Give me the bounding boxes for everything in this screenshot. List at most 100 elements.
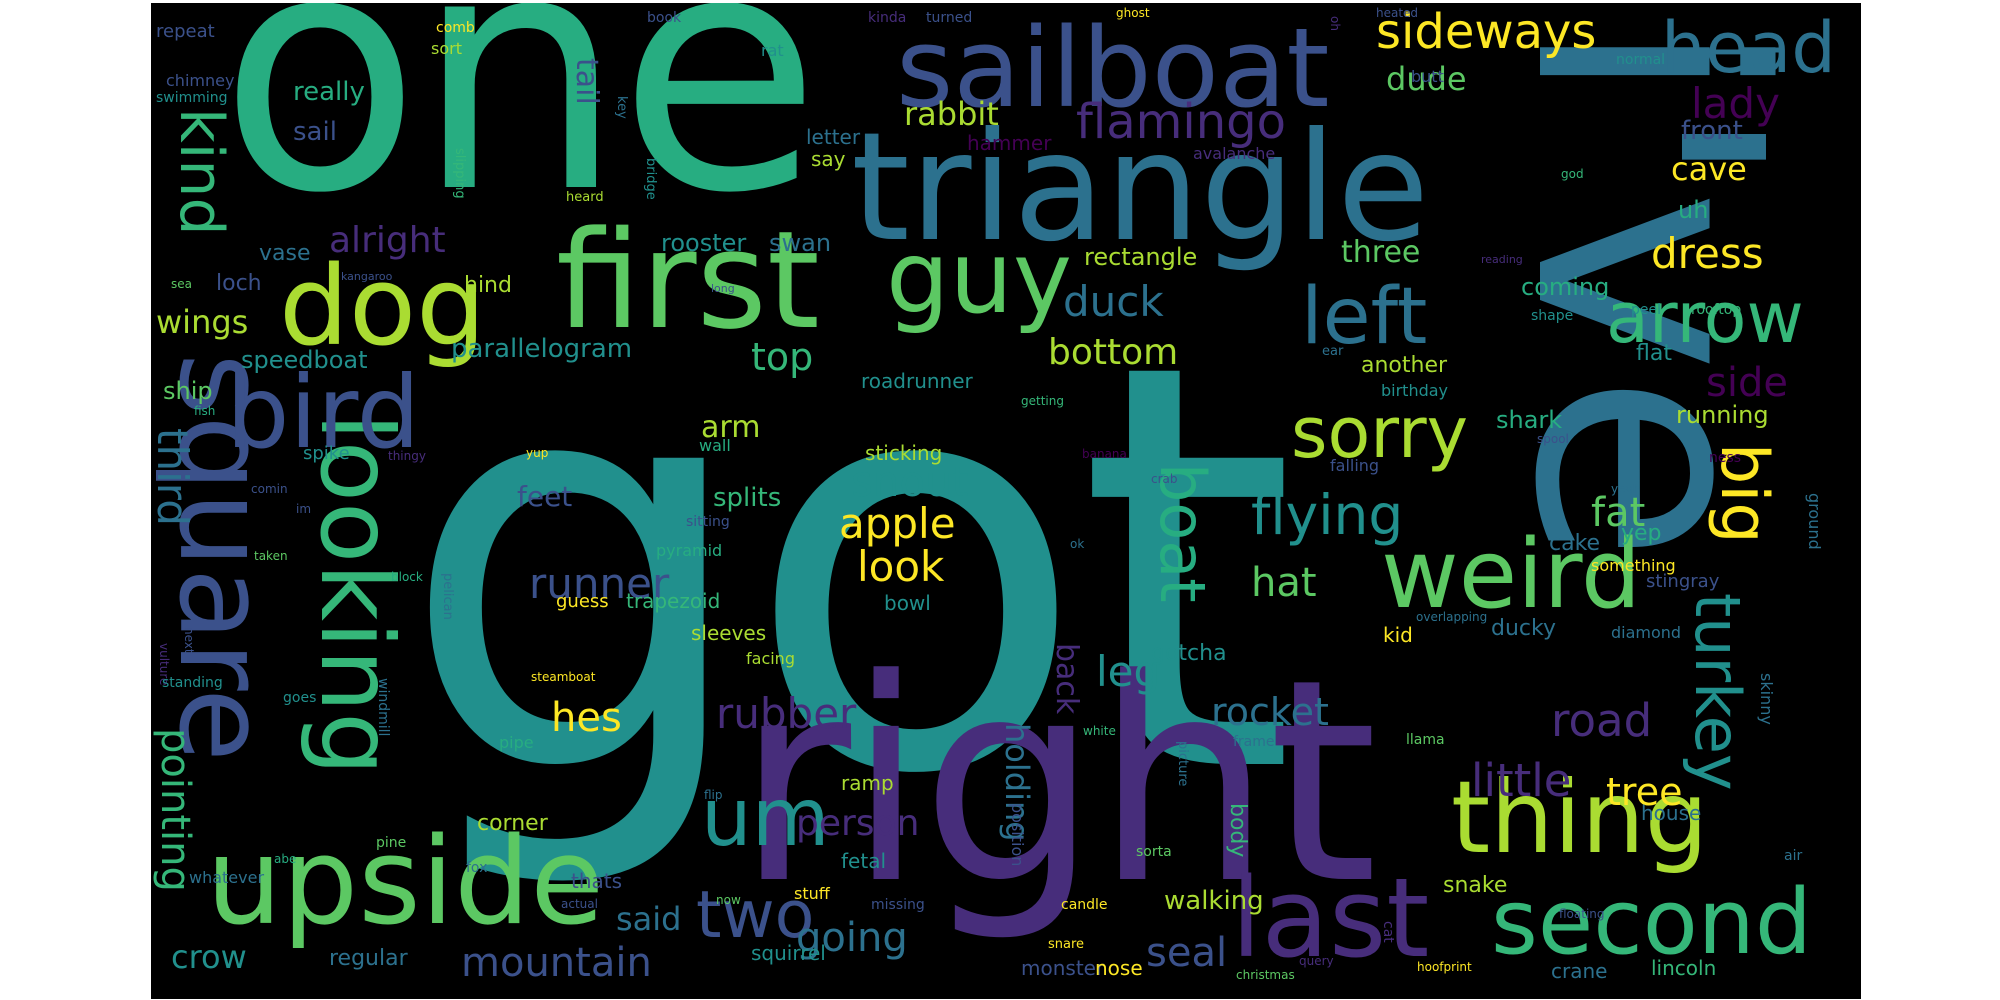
word-side: side (1706, 360, 1788, 406)
word-snare: snare (1048, 937, 1085, 952)
word-frame: frame (1233, 734, 1275, 750)
word-little: little (1471, 754, 1572, 807)
word-swan: swan (769, 229, 832, 257)
word-stingray: stingray (1646, 571, 1720, 592)
word-rooster: rooster (661, 229, 747, 257)
word-windmill: windmill (375, 678, 391, 737)
word-white: white (1083, 724, 1116, 738)
word-sort: sort (431, 39, 462, 58)
word-missing: missing (871, 897, 925, 913)
word-leg: leg (1096, 647, 1161, 696)
word-ness: ness (1709, 450, 1742, 466)
word-tree: tree (1606, 770, 1683, 814)
word-bird: bird (226, 354, 421, 471)
word-ok: ok (1070, 537, 1085, 551)
word-alright: alright (329, 220, 446, 261)
word-key: key (614, 96, 629, 119)
word-something: something (1591, 556, 1676, 575)
word-standing: standing (162, 675, 223, 691)
word-avalanche: avalanche (1193, 144, 1276, 163)
word-flat: flat (1636, 341, 1672, 366)
word-right: right (736, 620, 1378, 946)
word-kangaroo: kangaroo (341, 270, 393, 283)
word-position: position (1008, 803, 1027, 867)
word-query: query (1299, 954, 1334, 968)
word-getting: getting (1021, 394, 1064, 408)
word-triangle: triangle (851, 101, 1430, 275)
word-house: house (1641, 801, 1702, 825)
word-guess: guess (556, 591, 609, 612)
word-birthday: birthday (1381, 381, 1449, 400)
word-next: next (182, 627, 196, 654)
word-pipe: pipe (499, 733, 534, 752)
word-llama: llama (1406, 732, 1445, 748)
word-lincoln: lincoln (1651, 956, 1717, 980)
word-speedboat: speedboat (241, 346, 368, 374)
word-sorta: sorta (1136, 844, 1172, 860)
word-sitting: sitting (686, 514, 730, 530)
word-splits: splits (713, 483, 782, 513)
word-rat: rat (761, 41, 784, 60)
word-sticking: sticking (865, 441, 943, 465)
word-really: really (293, 77, 365, 107)
word-arm: arm (701, 410, 761, 445)
word-sorry: sorry (1291, 392, 1469, 474)
word-repeat: repeat (156, 21, 215, 42)
word-ship: ship (163, 377, 213, 405)
word-loch: loch (216, 271, 262, 296)
word-bottom: bottom (1048, 332, 1179, 373)
word-upside: upside (206, 813, 605, 952)
word-falling: falling (1330, 456, 1380, 475)
word-front: front (1681, 116, 1743, 146)
word-squirrel: squirrel (751, 941, 826, 965)
word-goes: goes (283, 690, 317, 706)
word-flip: flip (704, 788, 723, 802)
word-slipping: slipping (452, 148, 467, 199)
word-bridge: bridge (643, 158, 658, 200)
word-back: back (1049, 643, 1084, 715)
word-dog: dog (279, 242, 486, 370)
word-ramp: ramp (841, 771, 894, 795)
word-rooftop: rooftop (1691, 302, 1742, 318)
word-turkey: turkey (1681, 593, 1754, 791)
word-rubber: rubber (716, 689, 857, 738)
word-bowl: bowl (884, 591, 931, 615)
word-skinny: skinny (1757, 673, 1776, 725)
word-yeah: yeah (1611, 482, 1641, 496)
word-spike: spike (303, 443, 350, 464)
word-christmas: christmas (1236, 968, 1295, 982)
word-sailboat: sailboat (896, 4, 1330, 132)
word-runner: runner (529, 559, 670, 608)
word-turned: turned (926, 10, 973, 26)
word-crane: crane (1551, 959, 1608, 983)
word-two: two (696, 878, 815, 953)
word-pyramid: pyramid (656, 541, 723, 560)
word-swimming: swimming (156, 90, 228, 106)
word-banana: banana (1082, 447, 1127, 461)
word-left: left (1301, 272, 1428, 362)
word-say: say (811, 147, 846, 171)
word-cave: cave (1671, 150, 1747, 188)
word-floating: floating (1559, 907, 1605, 921)
word-um: um (701, 771, 830, 864)
word-crab: crab (1151, 472, 1178, 486)
word-regular: regular (329, 946, 408, 971)
word-pelican: pelican (440, 573, 455, 620)
word-hat: hat (1251, 560, 1317, 606)
word-walking: walking (1164, 886, 1264, 916)
word-last: last (1231, 854, 1430, 982)
word-going: going (796, 915, 908, 961)
word-cake: cake (1549, 531, 1601, 556)
word-sideways: sideways (1376, 4, 1597, 60)
word-three: three (1341, 235, 1421, 270)
word-rectangle: rectangle (1084, 243, 1198, 271)
word-guy: guy (886, 219, 1073, 336)
word-wall: wall (699, 436, 731, 455)
word-stuff: stuff (794, 884, 830, 903)
word-gotcha: gotcha (1151, 641, 1227, 666)
word-snake: snake (1443, 873, 1508, 898)
word-thats: thats (571, 869, 623, 893)
word-roadrunner: roadrunner (861, 369, 973, 393)
word-oh: oh (1328, 16, 1342, 31)
word-letter: letter (806, 125, 861, 149)
